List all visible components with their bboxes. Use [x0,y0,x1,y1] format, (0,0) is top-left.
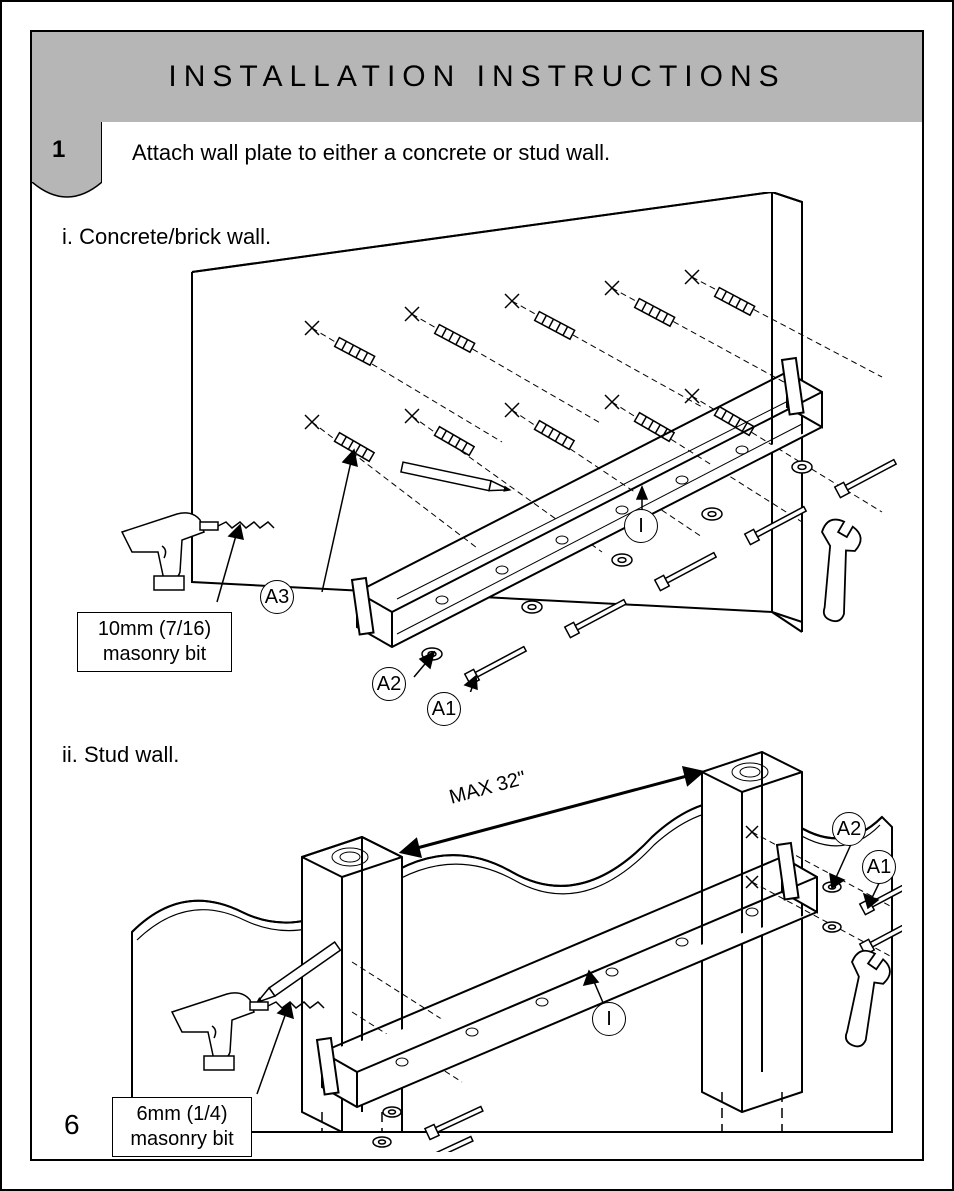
callout-bit6-line2: masonry bit [123,1127,241,1152]
step-number: 1 [52,136,65,164]
callout-bit10-line2: masonry bit [88,642,221,667]
callout-bit6: 6mm (1/4) masonry bit [112,1097,252,1157]
part-label-A2-2: A2 [832,812,866,846]
callout-bit6-line1: 6mm (1/4) [123,1102,241,1127]
page-number: 6 [64,1109,80,1141]
page-title: installation instructions [168,60,785,94]
callout-bit10-line1: 10mm (7/16) [88,617,221,642]
step-text: Attach wall plate to either a concrete o… [132,140,610,166]
callout-bit10: 10mm (7/16) masonry bit [77,612,232,672]
part-label-A2: A2 [372,667,406,701]
part-label-A3: A3 [260,580,294,614]
header-band: installation instructions [32,32,922,122]
page: installation instructions 1 Attach wall … [0,0,954,1191]
part-label-A1-2: A1 [862,850,896,884]
part-label-I: I [624,509,658,543]
step-number-box: 1 [32,122,102,182]
part-label-I-2: I [592,1002,626,1036]
step-row: 1 Attach wall plate to either a concrete… [32,122,922,182]
content-frame: installation instructions 1 Attach wall … [30,30,924,1161]
